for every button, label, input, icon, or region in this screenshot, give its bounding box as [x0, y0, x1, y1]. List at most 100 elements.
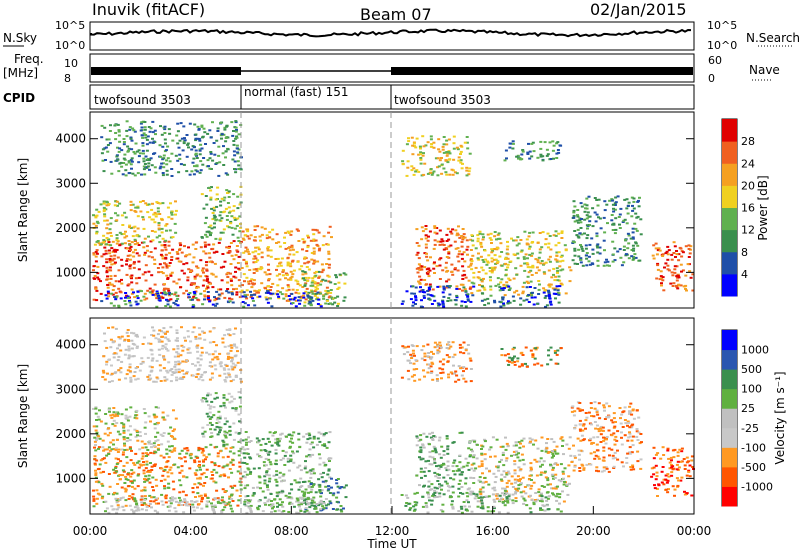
heatmap-cell: [96, 222, 100, 225]
heatmap-cell: [591, 263, 595, 266]
heatmap-cell: [528, 441, 532, 444]
heatmap-cell: [203, 290, 206, 293]
heatmap-cell: [598, 252, 602, 255]
heatmap-cell: [595, 235, 599, 238]
heatmap-cell: [223, 128, 227, 131]
heatmap-cell: [506, 245, 510, 248]
heatmap-cell: [145, 297, 149, 300]
heatmap-cell: [530, 294, 534, 297]
heatmap-cell: [324, 302, 328, 305]
heatmap-cell: [93, 436, 97, 439]
heatmap-cell: [108, 258, 112, 260]
heatmap-cell: [309, 498, 313, 501]
heatmap-cell: [144, 136, 148, 139]
heatmap-cell: [241, 475, 245, 478]
heatmap-cell: [577, 453, 581, 456]
heatmap-cell: [579, 439, 583, 442]
heatmap-cell: [441, 363, 445, 366]
heatmap-cell: [451, 372, 455, 375]
heatmap-cell: [246, 248, 249, 251]
heatmap-cell: [507, 493, 511, 496]
heatmap-cell: [536, 498, 539, 501]
heatmap-cell: [402, 353, 406, 356]
heatmap-cell: [472, 462, 476, 465]
heatmap-cell: [675, 275, 679, 278]
heatmap-cell: [614, 421, 617, 423]
heatmap-cell: [432, 262, 436, 265]
heatmap-cell: [444, 266, 448, 269]
heatmap-cell: [444, 480, 448, 483]
heatmap-cell: [328, 460, 331, 462]
heatmap-cell: [309, 284, 313, 287]
heatmap-cell: [630, 215, 634, 218]
heatmap-cell: [515, 453, 519, 456]
heatmap-cell: [436, 379, 439, 382]
heatmap-cell: [270, 444, 274, 447]
heatmap-cell: [432, 352, 435, 355]
heatmap-cell: [416, 271, 420, 274]
heatmap-cell: [125, 129, 129, 132]
heatmap-cell: [219, 502, 223, 505]
heatmap-cell: [446, 300, 450, 302]
heatmap-cell: [530, 479, 533, 481]
heatmap-cell: [143, 495, 147, 498]
heatmap-cell: [488, 448, 492, 451]
heatmap-cell: [121, 173, 125, 176]
heatmap-cell: [313, 271, 317, 274]
heatmap-cell: [143, 292, 147, 295]
heatmap-cell: [412, 301, 415, 304]
heatmap-cell: [595, 469, 598, 472]
heatmap-cell: [574, 424, 578, 427]
heatmap-cell: [222, 473, 226, 476]
heatmap-cell: [129, 406, 133, 409]
heatmap-cell: [144, 264, 148, 267]
heatmap-cell: [198, 466, 202, 469]
heatmap-cell: [627, 234, 631, 237]
heatmap-cell: [108, 431, 112, 434]
heatmap-cell: [465, 169, 469, 172]
heatmap-cell: [307, 454, 311, 457]
heatmap-cell: [631, 435, 635, 438]
heatmap-cell: [673, 271, 677, 274]
heatmap-cell: [627, 257, 631, 260]
heatmap-cell: [258, 235, 262, 238]
heatmap-cell: [95, 489, 99, 492]
heatmap-cell: [517, 484, 521, 487]
heatmap-cell: [116, 414, 120, 417]
heatmap-cell: [176, 142, 180, 145]
heatmap-cell: [530, 241, 534, 244]
heatmap-cell: [656, 249, 660, 252]
heatmap-cell: [438, 492, 442, 495]
heatmap-cell: [577, 236, 581, 239]
heatmap-cell: [438, 453, 442, 456]
heatmap-cell: [445, 435, 449, 438]
heatmap-cell: [115, 492, 119, 495]
heatmap-cell: [170, 498, 174, 501]
heatmap-cell: [449, 477, 453, 480]
heatmap-cell: [297, 512, 301, 514]
heatmap-cell: [632, 468, 636, 471]
heatmap-cell: [482, 236, 485, 239]
heatmap-cell: [220, 133, 224, 136]
heatmap-cell: [539, 465, 542, 468]
heatmap-cell: [330, 296, 334, 299]
heatmap-cell: [329, 291, 333, 294]
heatmap-cell: [330, 477, 333, 480]
heatmap-cell: [228, 497, 232, 500]
heatmap-cell: [109, 234, 113, 237]
heatmap-cell: [232, 216, 236, 219]
heatmap-cell: [628, 426, 632, 429]
heatmap-cell: [530, 274, 534, 276]
heatmap-cell: [214, 198, 218, 201]
heatmap-cell: [582, 468, 586, 471]
heatmap-cell: [194, 169, 198, 172]
heatmap-cell: [616, 250, 620, 253]
heatmap-cell: [557, 232, 561, 235]
heatmap-cell: [415, 444, 419, 447]
heatmap-cell: [466, 461, 470, 464]
heatmap-cell: [199, 275, 203, 278]
heatmap-cell: [503, 294, 507, 297]
heatmap-cell: [264, 457, 268, 460]
heatmap-cell: [208, 157, 212, 160]
heatmap-cell: [455, 296, 459, 299]
